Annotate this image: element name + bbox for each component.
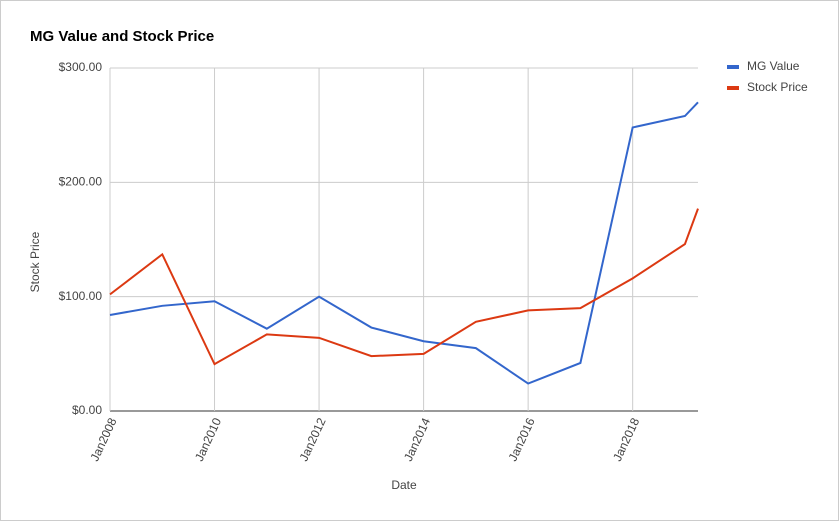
y-tick-label: $100.00 (59, 289, 103, 303)
y-tick-label: $300.00 (59, 60, 103, 74)
series-line (109, 208, 699, 366)
legend-label: Stock Price (747, 80, 808, 94)
x-axis-title: Date (391, 478, 417, 492)
series-line (109, 101, 699, 385)
chart-title: MG Value and Stock Price (30, 28, 214, 45)
y-axis-title: Stock Price (28, 231, 42, 292)
legend-label: MG Value (747, 59, 800, 73)
y-tick-label: $200.00 (59, 175, 103, 189)
y-tick-label: $0.00 (72, 403, 102, 417)
